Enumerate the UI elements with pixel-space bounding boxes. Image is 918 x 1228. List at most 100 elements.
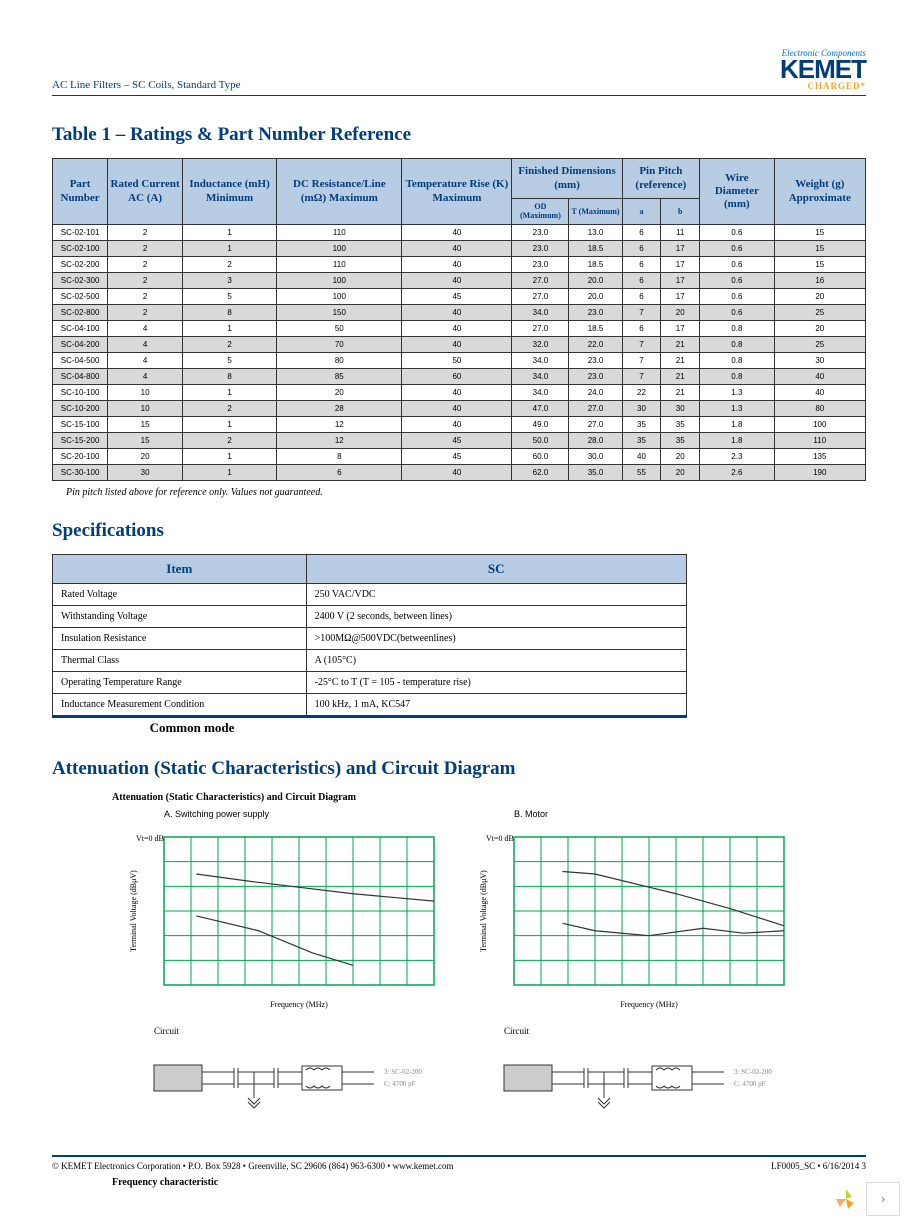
table-cell: 100: [774, 416, 865, 432]
table-cell: 110: [277, 256, 402, 272]
table-cell: 40: [402, 336, 512, 352]
table-cell: 100: [277, 272, 402, 288]
chart-a: Vt=0 dBFrequency (MHz)Terminal Voltage (…: [124, 823, 444, 1013]
next-page-button[interactable]: ›: [866, 1182, 900, 1216]
table-cell: 6: [622, 320, 661, 336]
table-cell: SC-30-100: [53, 464, 108, 480]
table-row: Rated Voltage250 VAC/VDC: [53, 583, 687, 605]
table-cell: 50.0: [512, 432, 569, 448]
table-cell: 45: [402, 448, 512, 464]
table-cell: 20: [774, 320, 865, 336]
table-row: SC-04-80048856034.023.07210.840: [53, 368, 866, 384]
table-cell: 15: [774, 256, 865, 272]
table-cell: 27.0: [512, 288, 569, 304]
table-cell: 40: [402, 320, 512, 336]
table-cell: 2.3: [700, 448, 774, 464]
table-cell: 20: [661, 464, 700, 480]
th-a: a: [622, 198, 661, 224]
logo: Electronic Components KEMET CHARGED*: [780, 48, 866, 91]
circuit-b: 3: SC-02-200 C: 4700 pF: [474, 1040, 794, 1120]
circuit-note-1b: 3: SC-02-200: [734, 1068, 772, 1076]
table-cell: 8: [183, 368, 277, 384]
svg-text:Vt=0 dB: Vt=0 dB: [486, 834, 514, 843]
table-cell: 23.0: [569, 368, 622, 384]
table-cell: 135: [774, 448, 865, 464]
table-cell: 62.0: [512, 464, 569, 480]
table-cell: 40: [402, 256, 512, 272]
table-cell: -25°C to T (T = 105 - temperature rise): [306, 671, 686, 693]
table-cell: 70: [277, 336, 402, 352]
th-item: Item: [53, 554, 307, 583]
table-cell: 40: [402, 240, 512, 256]
table-cell: 27.0: [569, 400, 622, 416]
table-cell: >100MΩ@500VDC(betweenlines): [306, 627, 686, 649]
svg-text:Terminal Voltage (dBμV): Terminal Voltage (dBμV): [129, 870, 138, 952]
table-cell: 18.5: [569, 240, 622, 256]
table-cell: A (105°C): [306, 649, 686, 671]
table-row: Insulation Resistance>100MΩ@500VDC(betwe…: [53, 627, 687, 649]
table1-title: Table 1 – Ratings & Part Number Referenc…: [52, 124, 866, 146]
table-cell: 55: [622, 464, 661, 480]
table-cell: 100 kHz, 1 mA, KC547: [306, 693, 686, 715]
table-cell: 1.8: [700, 416, 774, 432]
table-cell: 21: [661, 368, 700, 384]
table-cell: 1.8: [700, 432, 774, 448]
table-cell: 25: [774, 336, 865, 352]
table-cell: SC-20-100: [53, 448, 108, 464]
table-cell: 15: [774, 240, 865, 256]
table-cell: 60: [402, 368, 512, 384]
footer-right: LF0005_SC • 6/16/2014 3: [771, 1161, 866, 1171]
table-cell: 20.0: [569, 288, 622, 304]
table1-footnote: Pin pitch listed above for reference onl…: [66, 487, 866, 498]
table-row: SC-10-100101204034.024.022211.340: [53, 384, 866, 400]
th-part: Part Number: [53, 159, 108, 225]
circuit-a-label: Circuit: [154, 1026, 444, 1036]
table-cell: 0.8: [700, 336, 774, 352]
table-cell: 2: [108, 272, 183, 288]
table-cell: 20: [774, 288, 865, 304]
table-cell: 4: [108, 320, 183, 336]
table-cell: 35: [622, 416, 661, 432]
table-cell: 25: [774, 304, 865, 320]
table-cell: 2: [108, 224, 183, 240]
table-cell: 6: [622, 256, 661, 272]
table-cell: Inductance Measurement Condition: [53, 693, 307, 715]
table-cell: 22.0: [569, 336, 622, 352]
table-cell: Withstanding Voltage: [53, 605, 307, 627]
table-cell: 40: [402, 224, 512, 240]
table-cell: SC-10-100: [53, 384, 108, 400]
th-ind: Inductance (mH) Minimum: [183, 159, 277, 225]
table-cell: 40: [774, 368, 865, 384]
table-cell: 30: [108, 464, 183, 480]
table-cell: 1: [183, 448, 277, 464]
table-cell: 2: [108, 240, 183, 256]
table-cell: 30: [622, 400, 661, 416]
table-cell: 12: [277, 416, 402, 432]
table-cell: 24.0: [569, 384, 622, 400]
circuit-b-label: Circuit: [504, 1026, 794, 1036]
table-cell: 2: [183, 400, 277, 416]
table-cell: 5: [183, 288, 277, 304]
table-cell: 0.6: [700, 240, 774, 256]
svg-text:Frequency (MHz): Frequency (MHz): [620, 1000, 678, 1009]
table-cell: 35: [622, 432, 661, 448]
table-cell: 6: [622, 224, 661, 240]
table-cell: 15: [108, 416, 183, 432]
table-cell: 22: [622, 384, 661, 400]
table-cell: 0.6: [700, 272, 774, 288]
table-cell: SC-15-200: [53, 432, 108, 448]
table-cell: 20: [277, 384, 402, 400]
table-cell: 30: [661, 400, 700, 416]
table-row: SC-02-500251004527.020.06170.620: [53, 288, 866, 304]
table-cell: 110: [277, 224, 402, 240]
table-cell: Thermal Class: [53, 649, 307, 671]
table-cell: 27.0: [512, 320, 569, 336]
table-cell: 12: [277, 432, 402, 448]
table-row: SC-02-100211004023.018.56170.615: [53, 240, 866, 256]
table-row: SC-10-200102284047.027.030301.380: [53, 400, 866, 416]
table-cell: 6: [622, 240, 661, 256]
table-cell: 17: [661, 256, 700, 272]
table-cell: 30.0: [569, 448, 622, 464]
th-pin: Pin Pitch (reference): [622, 159, 699, 198]
table-cell: 2: [108, 288, 183, 304]
